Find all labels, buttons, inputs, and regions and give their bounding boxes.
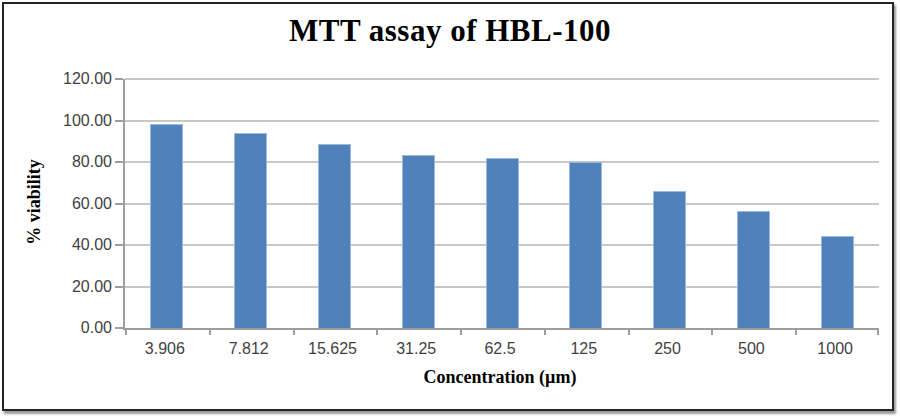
x-axis-tick	[209, 328, 211, 335]
y-tick-label: 100.00	[24, 112, 112, 130]
x-tick-label: 15.625	[291, 340, 375, 358]
y-axis-tick	[115, 203, 123, 205]
x-axis-tick	[628, 328, 630, 335]
x-tick-label: 31.25	[374, 340, 458, 358]
x-tick-label: 62.5	[458, 340, 542, 358]
y-tick-label: 0.00	[24, 319, 112, 337]
gridline	[125, 78, 879, 80]
chart-title: MTT assay of HBL-100	[0, 13, 900, 49]
y-tick-label: 40.00	[24, 236, 112, 254]
y-axis-tick	[115, 244, 123, 246]
bar	[653, 191, 686, 328]
bar	[569, 162, 602, 328]
x-tick-label: 7.812	[207, 340, 291, 358]
x-tick-label: 250	[626, 340, 710, 358]
y-axis-tick	[115, 120, 123, 122]
x-tick-label: 1000	[793, 340, 877, 358]
x-axis-labels: 3.9067.81215.62531.2562.51252505001000	[123, 340, 877, 358]
x-axis-tick	[877, 328, 879, 335]
x-axis-tick	[795, 328, 797, 335]
x-tick-label: 3.906	[123, 340, 207, 358]
y-tick-label: 120.00	[24, 70, 112, 88]
x-axis-tick	[460, 328, 462, 335]
x-tick-label: 500	[709, 340, 793, 358]
x-axis-tick	[544, 328, 546, 335]
x-axis-tick	[711, 328, 713, 335]
x-axis-tick	[293, 328, 295, 335]
y-axis-tick	[115, 286, 123, 288]
bar	[318, 144, 351, 328]
y-axis-tick	[115, 78, 123, 80]
y-tick-label: 20.00	[24, 278, 112, 296]
bar	[234, 133, 267, 328]
bar	[402, 155, 435, 328]
y-tick-label: 60.00	[24, 195, 112, 213]
bar	[150, 124, 183, 328]
bar	[486, 158, 519, 328]
y-tick-label: 80.00	[24, 153, 112, 171]
y-axis-tick	[115, 327, 123, 329]
bar	[737, 211, 770, 328]
gridline	[125, 120, 879, 122]
x-tick-label: 125	[542, 340, 626, 358]
bar	[821, 236, 854, 328]
y-axis-tick	[115, 161, 123, 163]
chart-page: { "chart_data": { "type": "bar", "title"…	[0, 0, 900, 420]
plot-area	[123, 79, 879, 330]
x-axis-tick	[376, 328, 378, 335]
x-axis-title: Concentration (µm)	[123, 367, 877, 388]
x-axis-tick	[125, 328, 127, 335]
